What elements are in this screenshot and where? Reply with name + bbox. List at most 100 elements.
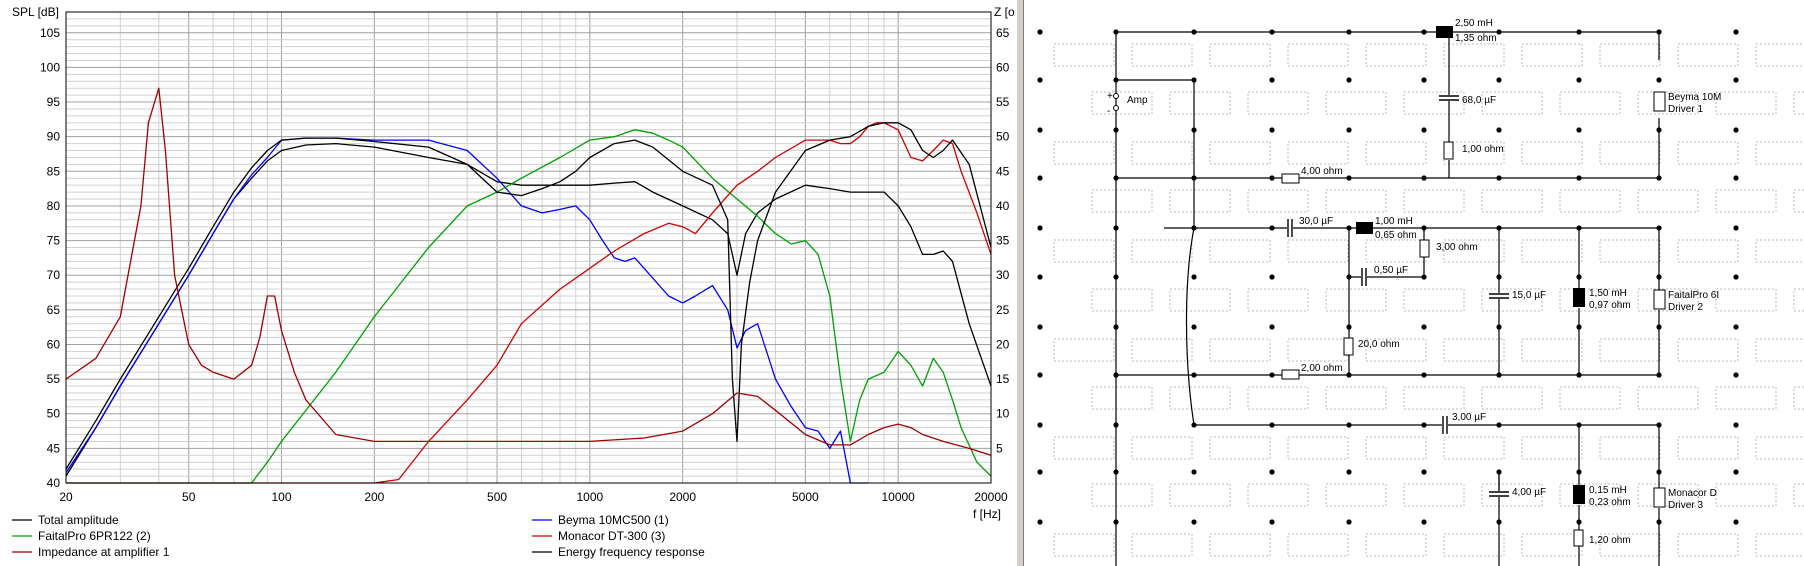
amp-terminal-minus[interactable] bbox=[1113, 105, 1119, 111]
junction-dot bbox=[1421, 469, 1427, 475]
r1-label: 1,00 ohm bbox=[1462, 144, 1504, 155]
junction-dot bbox=[1269, 77, 1275, 83]
series-line-beyma-10mc500-1 bbox=[65, 137, 869, 484]
junction-dot bbox=[1269, 274, 1275, 280]
junction-dot bbox=[1191, 225, 1197, 231]
empty-slot bbox=[1443, 436, 1505, 460]
driver-3-speaker-icon[interactable] bbox=[1653, 487, 1666, 508]
empty-slot bbox=[1559, 288, 1621, 312]
x-tick-label: 500 bbox=[487, 490, 507, 504]
l2-resistance-label: 0,65 ohm bbox=[1375, 230, 1417, 241]
empty-slot bbox=[1677, 533, 1739, 557]
junction-dot bbox=[1113, 372, 1119, 378]
resistor-icon[interactable] bbox=[1281, 369, 1300, 380]
c3-label: 3,00 µF bbox=[1452, 412, 1486, 423]
driver-1-speaker-icon[interactable] bbox=[1653, 91, 1666, 112]
empty-slot bbox=[1325, 189, 1387, 213]
l2-label: 1,00 mH bbox=[1375, 216, 1413, 227]
capacitor-icon[interactable] bbox=[1361, 267, 1367, 287]
empty-slot bbox=[1637, 483, 1699, 507]
resistor-icon[interactable] bbox=[1573, 529, 1584, 547]
l1-resistance-label: 1,35 ohm bbox=[1455, 33, 1497, 44]
junction-dot bbox=[1656, 29, 1662, 35]
x-tick-label: 2000 bbox=[669, 490, 696, 504]
y-tick-label: 65 bbox=[47, 303, 61, 317]
inductor-icon[interactable] bbox=[1573, 288, 1585, 307]
empty-slot bbox=[1403, 288, 1465, 312]
resistor-icon[interactable] bbox=[1419, 239, 1430, 258]
driver-2-speaker-icon[interactable] bbox=[1653, 289, 1666, 310]
y-tick-label: 90 bbox=[47, 130, 61, 144]
inductor-icon[interactable] bbox=[1436, 26, 1453, 38]
empty-slot bbox=[1443, 239, 1505, 263]
y-tick-label: 45 bbox=[47, 441, 61, 455]
empty-slot bbox=[1053, 43, 1115, 67]
capacitor-icon[interactable] bbox=[1442, 415, 1448, 435]
empty-slot bbox=[1091, 189, 1153, 213]
junction-dot bbox=[1346, 324, 1352, 330]
junction-dot bbox=[1037, 372, 1043, 378]
empty-slot bbox=[1169, 91, 1231, 115]
empty-slot bbox=[1677, 338, 1739, 362]
junction-dot bbox=[1496, 29, 1502, 35]
empty-slot bbox=[1599, 239, 1661, 263]
empty-slot bbox=[1209, 338, 1271, 362]
empty-slot bbox=[1559, 91, 1621, 115]
junction-dot bbox=[1037, 469, 1043, 475]
junction-dot bbox=[1113, 77, 1119, 83]
junction-dot bbox=[1733, 29, 1739, 35]
junction-dot bbox=[1733, 127, 1739, 133]
c1-label: 68,0 µF bbox=[1462, 95, 1496, 106]
capacitor-icon[interactable] bbox=[1488, 293, 1510, 299]
junction-dot bbox=[1113, 422, 1119, 428]
junction-dot bbox=[1037, 519, 1043, 525]
junction-dot bbox=[1656, 469, 1662, 475]
junction-dot bbox=[1576, 324, 1582, 330]
junction-dot bbox=[1421, 422, 1427, 428]
frequency-response-chart[interactable]: 105 100 95 90 85 80 75 70 65 60 55 50 45 40 65 60 55 50 4… bbox=[0, 0, 1016, 566]
inductor-icon[interactable] bbox=[1573, 485, 1585, 504]
capacitor-icon[interactable] bbox=[1438, 95, 1460, 101]
junction-dot bbox=[1269, 127, 1275, 133]
empty-slot bbox=[1637, 386, 1699, 410]
junction-dot bbox=[1191, 372, 1197, 378]
empty-slot bbox=[1443, 338, 1505, 362]
empty-slot bbox=[1131, 43, 1193, 67]
capacitor-icon[interactable] bbox=[1287, 218, 1293, 238]
amp-terminal-plus[interactable] bbox=[1113, 93, 1119, 99]
empty-slot bbox=[1481, 91, 1543, 115]
capacitor-icon[interactable] bbox=[1488, 491, 1510, 497]
empty-slot bbox=[1131, 141, 1193, 165]
y2-axis-label: Z [o bbox=[994, 5, 1015, 19]
empty-slot bbox=[1287, 436, 1349, 460]
junction-dot bbox=[1113, 127, 1119, 133]
empty-slot bbox=[1481, 386, 1543, 410]
junction-dot bbox=[1113, 469, 1119, 475]
pane-splitter[interactable] bbox=[1016, 0, 1024, 566]
junction-dot bbox=[1656, 127, 1662, 133]
junction-dot bbox=[1496, 175, 1502, 181]
chart-series bbox=[65, 87, 992, 484]
resistor-icon[interactable] bbox=[1281, 173, 1300, 184]
schematic-canvas[interactable]: 2,50 mH 1,35 ohm 68,0 µF 1,00 ohm Amp + … bbox=[1024, 0, 1804, 566]
empty-slot bbox=[1403, 189, 1465, 213]
resistor-icon[interactable] bbox=[1443, 141, 1454, 160]
l3-label: 1,50 mH bbox=[1589, 288, 1627, 299]
empty-slot bbox=[1599, 141, 1661, 165]
junction-dot bbox=[1733, 469, 1739, 475]
crossover-schematic[interactable]: 2,50 mH 1,35 ohm 68,0 µF 1,00 ohm Amp + … bbox=[1024, 0, 1804, 566]
legend-entry: Energy frequency response bbox=[558, 545, 705, 559]
series-line-energy-frequency-response bbox=[65, 122, 992, 470]
resistor-icon[interactable] bbox=[1343, 337, 1354, 356]
driver-1-number: Driver 1 bbox=[1668, 104, 1703, 115]
empty-slot bbox=[1287, 43, 1349, 67]
junction-dot bbox=[1346, 274, 1352, 280]
empty-slot bbox=[1053, 436, 1115, 460]
c30-label: 30,0 µF bbox=[1299, 216, 1333, 227]
inductor-icon[interactable] bbox=[1356, 222, 1373, 234]
l1-label: 2,50 mH bbox=[1455, 18, 1493, 29]
x-tick-label: 200 bbox=[364, 490, 384, 504]
driver-3-number: Driver 3 bbox=[1668, 500, 1703, 511]
junction-dot bbox=[1346, 175, 1352, 181]
